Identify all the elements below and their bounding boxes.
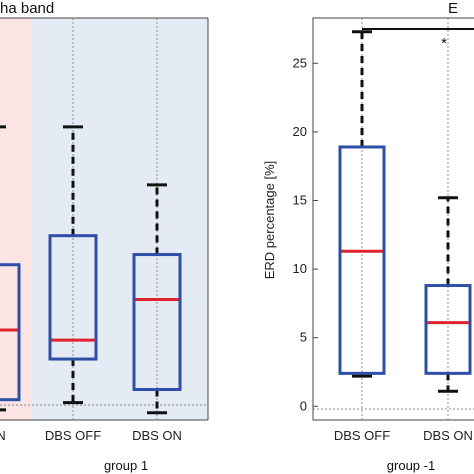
y-tick-label: 10 xyxy=(293,261,307,276)
left-chart: ON DBS OFF DBS ON ha band group 1 xyxy=(0,0,209,473)
category-label: DBS ON xyxy=(423,428,473,443)
category-label: ON xyxy=(0,428,6,443)
right-group-label: group -1 xyxy=(387,458,435,473)
right-plot-area xyxy=(312,17,474,421)
box-iqr xyxy=(48,234,98,361)
y-tick-label: 15 xyxy=(293,192,307,207)
significance-star: * xyxy=(441,35,447,52)
box-iqr xyxy=(132,253,182,392)
y-tick-label: 5 xyxy=(300,330,307,345)
left-bg-pink xyxy=(0,18,32,420)
left-group-label: group 1 xyxy=(104,458,148,473)
right-chart: 0 5 10 15 20 25 DBS OFF DBS ON * E ERD percent… xyxy=(262,0,474,473)
right-y-axis-label: ERD percentage [%] xyxy=(262,161,277,280)
y-tick-label: 20 xyxy=(293,124,307,139)
box-iqr xyxy=(338,145,386,375)
right-panel-title: E xyxy=(448,0,458,17)
y-tick-label: 25 xyxy=(293,55,307,70)
left-panel-title: ha band xyxy=(0,0,54,17)
box-iqr xyxy=(0,263,21,402)
y-tick-label: 0 xyxy=(300,398,307,413)
box-iqr xyxy=(424,284,472,375)
category-label: DBS OFF xyxy=(45,428,101,443)
category-label: DBS OFF xyxy=(334,428,390,443)
category-label: DBS ON xyxy=(132,428,182,443)
